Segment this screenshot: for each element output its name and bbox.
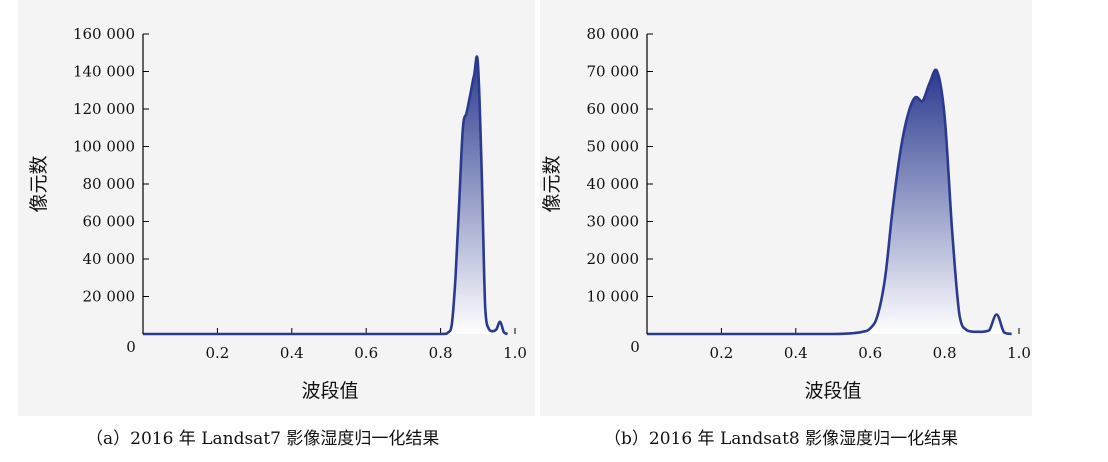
- chart-b-y-tick-label: 40 000: [587, 175, 640, 193]
- chart-b-x-tick-label: 0.8: [933, 344, 957, 362]
- chart-b-x-tick-label: 1.0: [1007, 344, 1031, 362]
- chart-a-y-axis-title: 像元数: [28, 155, 50, 212]
- chart-b-y-tick-label: 60 000: [587, 100, 640, 118]
- chart-a-y-tick-label: 140 000: [73, 63, 135, 81]
- chart-a-y-tick-label: 120 000: [73, 100, 135, 118]
- chart-b-series-line: [647, 68, 1012, 336]
- chart-b-y-axis-title: 像元数: [541, 155, 563, 212]
- charts-svg: 像元数 波段值 0 20 000 40 000 60 000 80 000 100 000…: [28, 25, 1031, 402]
- chart-b-y-tick-label: 10 000: [587, 288, 640, 306]
- chart-a-y-tick-label: 160 000: [73, 25, 135, 43]
- chart-a-y-tick-label: 80 000: [83, 175, 136, 193]
- chart-a-x-tick-label: 1.0: [503, 344, 527, 362]
- chart-b: 像元数 波段值 0 10 000 20 000 30 000 40 000 50 000 6…: [541, 25, 1031, 402]
- chart-b-y-tick-label: 0: [630, 338, 640, 356]
- caption-a: （a）2016 年 Landsat7 影像湿度归一化结果: [86, 429, 440, 449]
- chart-b-y-tick-label: 80 000: [587, 25, 640, 43]
- chart-a-area-fill: [143, 56, 508, 334]
- chart-a-x-tick-label: 0.2: [205, 344, 229, 362]
- chart-b-y-tick-label: 20 000: [587, 250, 640, 268]
- chart-b-y-tick-label: 70 000: [587, 63, 640, 81]
- chart-a-y-tick-label: 40 000: [83, 250, 136, 268]
- chart-b-x-tick-label: 0.2: [709, 344, 733, 362]
- chart-b-x-tick-label: 0.4: [784, 344, 808, 362]
- chart-a-x-tick-label: 0.4: [280, 344, 304, 362]
- chart-a-y-tick-label: 100 000: [73, 138, 135, 156]
- chart-b-y-tick-label: 50 000: [587, 138, 640, 156]
- caption-b: （b）2016 年 Landsat8 影像湿度归一化结果: [604, 429, 959, 449]
- chart-b-x-axis-title: 波段值: [804, 380, 861, 402]
- chart-a-x-tick-label: 0.8: [429, 344, 453, 362]
- chart-a-y-tick-label: 0: [126, 338, 136, 356]
- chart-a-x-axis-title: 波段值: [301, 380, 358, 402]
- chart-a-background: [18, 0, 535, 416]
- chart-a-y-tick-label: 20 000: [83, 288, 136, 306]
- chart-a-y-tick-label: 60 000: [83, 213, 136, 231]
- chart-b-y-tick-label: 30 000: [587, 213, 640, 231]
- chart-a: 像元数 波段值 0 20 000 40 000 60 000 80 000 100 000…: [28, 25, 527, 402]
- chart-b-area-fill: [647, 69, 1012, 334]
- chart-a-series-line: [143, 55, 509, 336]
- chart-b-x-tick-label: 0.6: [858, 344, 882, 362]
- chart-a-x-tick-label: 0.6: [354, 344, 378, 362]
